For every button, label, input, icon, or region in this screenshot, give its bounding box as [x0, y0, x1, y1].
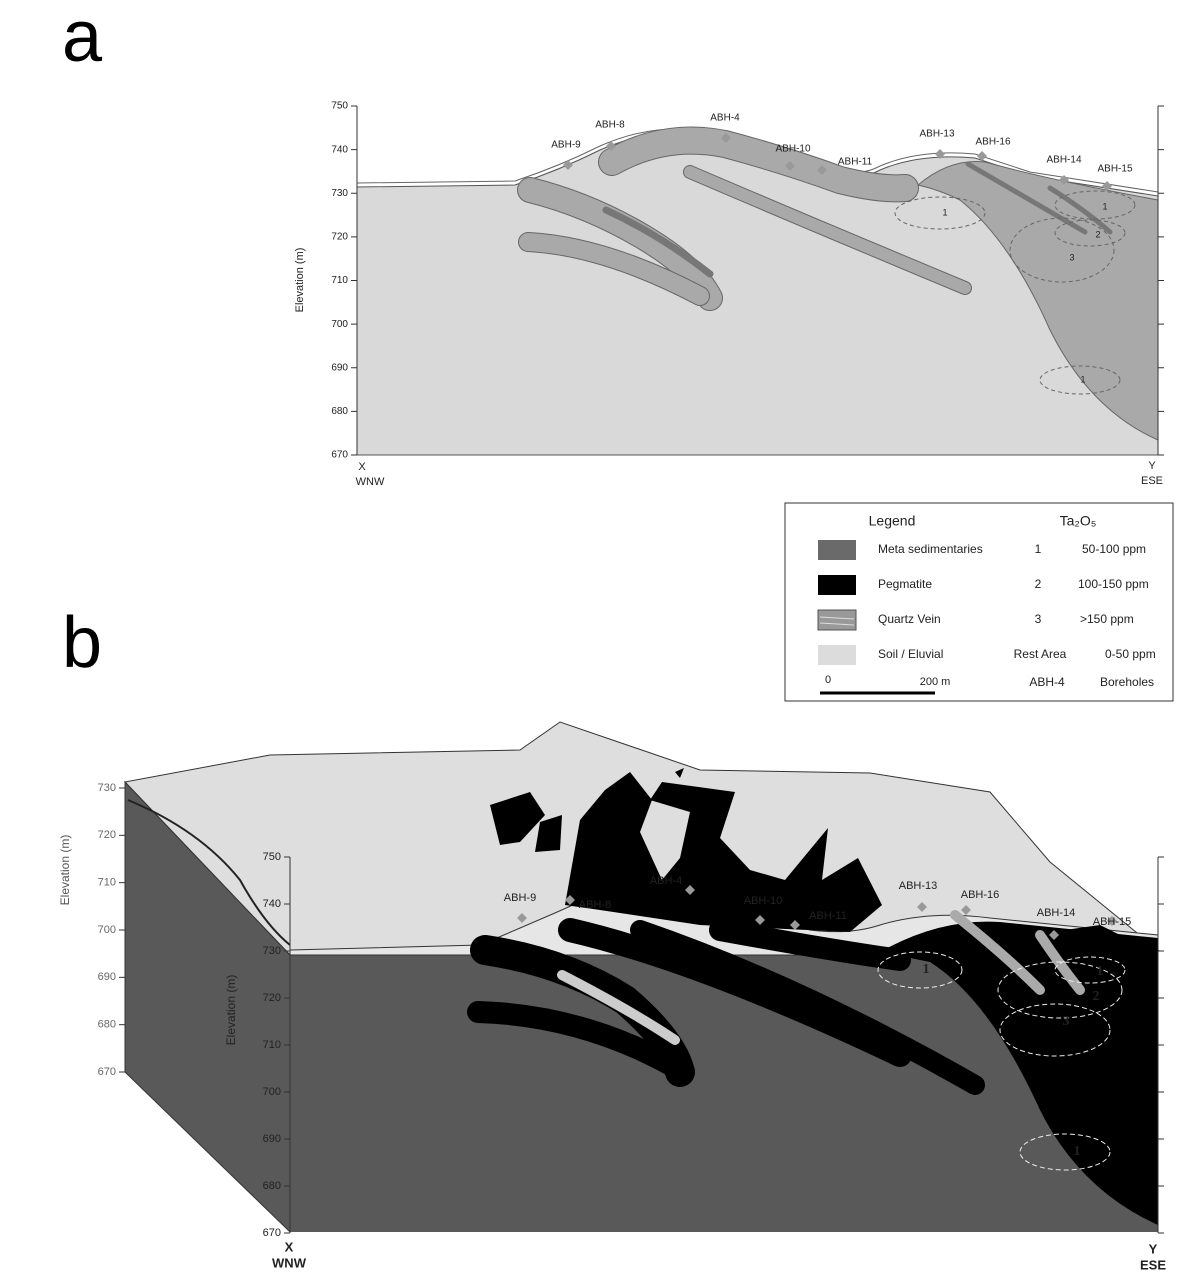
tick-label: 720 [263, 992, 281, 1004]
swatch [818, 540, 856, 560]
tick-label: 740 [263, 898, 281, 910]
tick-label: 750 [331, 101, 348, 112]
borehole-label: ABH-14 [1037, 907, 1076, 919]
borehole-label: ABH-9 [504, 892, 536, 904]
grade-range: 50-100 ppm [1082, 542, 1146, 556]
legend-header: Ta₂O₅ [1060, 513, 1097, 529]
zone-label: 3 [1063, 1014, 1070, 1029]
zone-label: 1 [923, 962, 930, 977]
tick-label: 680 [263, 1180, 281, 1192]
grade-code: 2 [1035, 577, 1042, 591]
scale-end: 200 m [920, 676, 951, 688]
borehole-label: ABH-16 [975, 137, 1010, 148]
tick-label: 670 [98, 1066, 116, 1078]
borehole-label: ABH-13 [899, 880, 938, 892]
legend-box [785, 503, 1173, 701]
end-direction: ESE [1140, 1257, 1166, 1272]
borehole-label: ABH-15 [1093, 916, 1132, 928]
tick-label: 710 [331, 275, 348, 286]
tick-label: 680 [331, 406, 348, 417]
borehole-label: ABH-4 [650, 875, 682, 887]
section-b [125, 722, 1158, 1233]
tick-label: 740 [331, 144, 348, 155]
grade-code: >150 ppm [1080, 612, 1134, 626]
tick-label: 690 [263, 1133, 281, 1145]
tick-label: 710 [263, 1039, 281, 1051]
grade-code: Rest Area [1014, 647, 1067, 661]
legend-item: Meta sedimentaries [878, 542, 983, 556]
legend: Legend Ta₂O₅ Rest Area 0-50 ppm 0 200 m … [785, 503, 1173, 701]
end-letter: X [285, 1239, 294, 1254]
borehole-label: ABH-10 [744, 895, 783, 907]
borehole-label: Boreholes [1100, 675, 1154, 689]
borehole-label: ABH-14 [1046, 155, 1081, 166]
tick-label: 680 [98, 1019, 116, 1031]
borehole-label: ABH-9 [551, 140, 581, 151]
zone-label: 2 [1093, 989, 1100, 1004]
y-axis-label: Elevation (m) [294, 248, 306, 313]
zone-label: 3 [1069, 252, 1074, 262]
tick-label: 700 [331, 319, 348, 330]
panel-label: a [62, 0, 103, 77]
borehole-code: ABH-4 [1029, 675, 1065, 689]
swatch [818, 610, 856, 630]
borehole-label: ABH-15 [1097, 164, 1132, 175]
grade-code: 1 [1035, 542, 1042, 556]
scale-start: 0 [825, 674, 831, 686]
panel-label: b [62, 603, 102, 683]
zone-label: 1 [1102, 201, 1107, 211]
tick-label: 700 [263, 1086, 281, 1098]
tick-label: 710 [98, 877, 116, 889]
tick-label: 670 [331, 450, 348, 461]
end-letter: X [358, 461, 366, 473]
legend-title: Legend [869, 513, 916, 529]
zone-label: 1 [1080, 374, 1085, 384]
swatch [818, 645, 856, 665]
end-letter: Y [1149, 1241, 1158, 1256]
legend-item: Quartz Vein [878, 612, 941, 626]
zone-label: 1 [1097, 964, 1104, 979]
borehole-label: ABH-10 [775, 144, 810, 155]
borehole-label: ABH-8 [595, 120, 625, 131]
grade-range: 100-150 ppm [1078, 577, 1149, 591]
tick-label: 750 [263, 851, 281, 863]
swatch [818, 575, 856, 595]
tick-label: 670 [263, 1227, 281, 1239]
tick-label: 730 [98, 782, 116, 794]
end-direction: ESE [1141, 475, 1163, 487]
tick-label: 720 [98, 829, 116, 841]
borehole-label: ABH-13 [919, 129, 954, 140]
tick-label: 730 [263, 945, 281, 957]
borehole-label: ABH-11 [809, 910, 847, 922]
borehole-label: ABH-11 [838, 157, 873, 168]
section-a [357, 106, 1158, 455]
legend-item: Pegmatite [878, 577, 932, 591]
tick-label: 690 [98, 971, 116, 983]
figure: Legend Ta₂O₅ Rest Area 0-50 ppm 0 200 m … [0, 0, 1177, 1277]
y-axis-label: Elevation (m) [224, 975, 238, 1046]
end-direction: WNW [272, 1255, 307, 1270]
end-direction: WNW [356, 476, 385, 488]
zone-label: 1 [942, 207, 947, 217]
legend-item: Soil / Eluvial [878, 647, 943, 661]
borehole-label: ABH-8 [579, 899, 611, 911]
end-letter: Y [1148, 460, 1156, 472]
zone-label: 1 [1074, 1144, 1081, 1159]
zone-label: 2 [1095, 229, 1100, 239]
borehole-label: ABH-16 [961, 889, 1000, 901]
tick-label: 730 [331, 188, 348, 199]
grade-code: 3 [1035, 612, 1042, 626]
tick-label: 720 [331, 232, 348, 243]
tick-label: 690 [331, 362, 348, 373]
grade-range: 0-50 ppm [1105, 647, 1156, 661]
tick-label: 700 [98, 924, 116, 936]
side-axis-label: Elevation (m) [58, 835, 72, 906]
borehole-label: ABH-4 [710, 113, 740, 124]
